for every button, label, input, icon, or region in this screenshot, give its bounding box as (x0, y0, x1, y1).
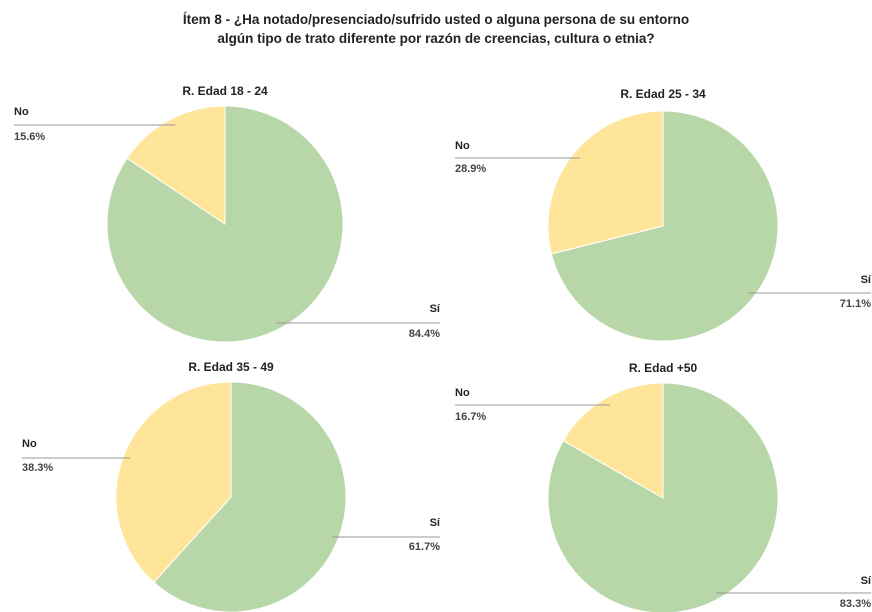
pie-slice-no (547, 110, 664, 255)
pie-slice-no (562, 382, 664, 499)
pie-chart-title: R. Edad 18 - 24 (182, 84, 268, 98)
slice-label-si: Sí (861, 575, 872, 587)
slice-label-no: No (455, 140, 470, 152)
slice-value-no: 15.6% (14, 131, 45, 143)
pie-chart-3: R. Edad 35 - 49 Sí 61.7% No 38.3% (22, 360, 441, 612)
slice-value-si: 83.3% (840, 598, 871, 610)
pie-slice-no (115, 381, 232, 584)
slice-value-no: 16.7% (455, 411, 486, 423)
main-title-line-1: Ítem 8 - ¿Ha notado/presenciado/sufrido … (182, 12, 690, 27)
slice-value-si: 61.7% (409, 541, 440, 553)
main-title-line-2: algún tipo de trato diferente por razón … (217, 31, 655, 46)
pie-chart-title: R. Edad 25 - 34 (620, 87, 706, 101)
slice-value-si: 71.1% (840, 298, 871, 310)
slice-label-si: Sí (861, 274, 872, 286)
pie-slice-si (106, 105, 344, 343)
slice-value-si: 84.4% (409, 328, 440, 340)
slice-label-no: No (22, 438, 37, 450)
pie-chart-4: R. Edad +50 Sí 83.3% No 16.7% (455, 361, 872, 612)
main-title: Ítem 8 - ¿Ha notado/presenciado/sufrido … (0, 10, 872, 48)
pie-chart-2: R. Edad 25 - 34 Sí 71.1% No 28.9% (455, 87, 872, 342)
pie-slice-si (547, 382, 779, 612)
slice-label-si: Sí (430, 303, 441, 315)
slice-value-no: 28.9% (455, 163, 486, 175)
slice-label-no: No (455, 387, 470, 399)
pie-chart-1: R. Edad 18 - 24 Sí 84.4% No 15.6% (14, 84, 441, 343)
slice-label-no: No (14, 106, 29, 118)
pie-chart-title: R. Edad 35 - 49 (188, 360, 274, 374)
slice-value-no: 38.3% (22, 462, 53, 474)
slice-label-si: Sí (430, 517, 441, 529)
pie-slice-no (126, 105, 226, 225)
pie-slice-si (550, 110, 779, 342)
pie-slice-si (153, 381, 347, 612)
pie-chart-title: R. Edad +50 (629, 361, 698, 375)
